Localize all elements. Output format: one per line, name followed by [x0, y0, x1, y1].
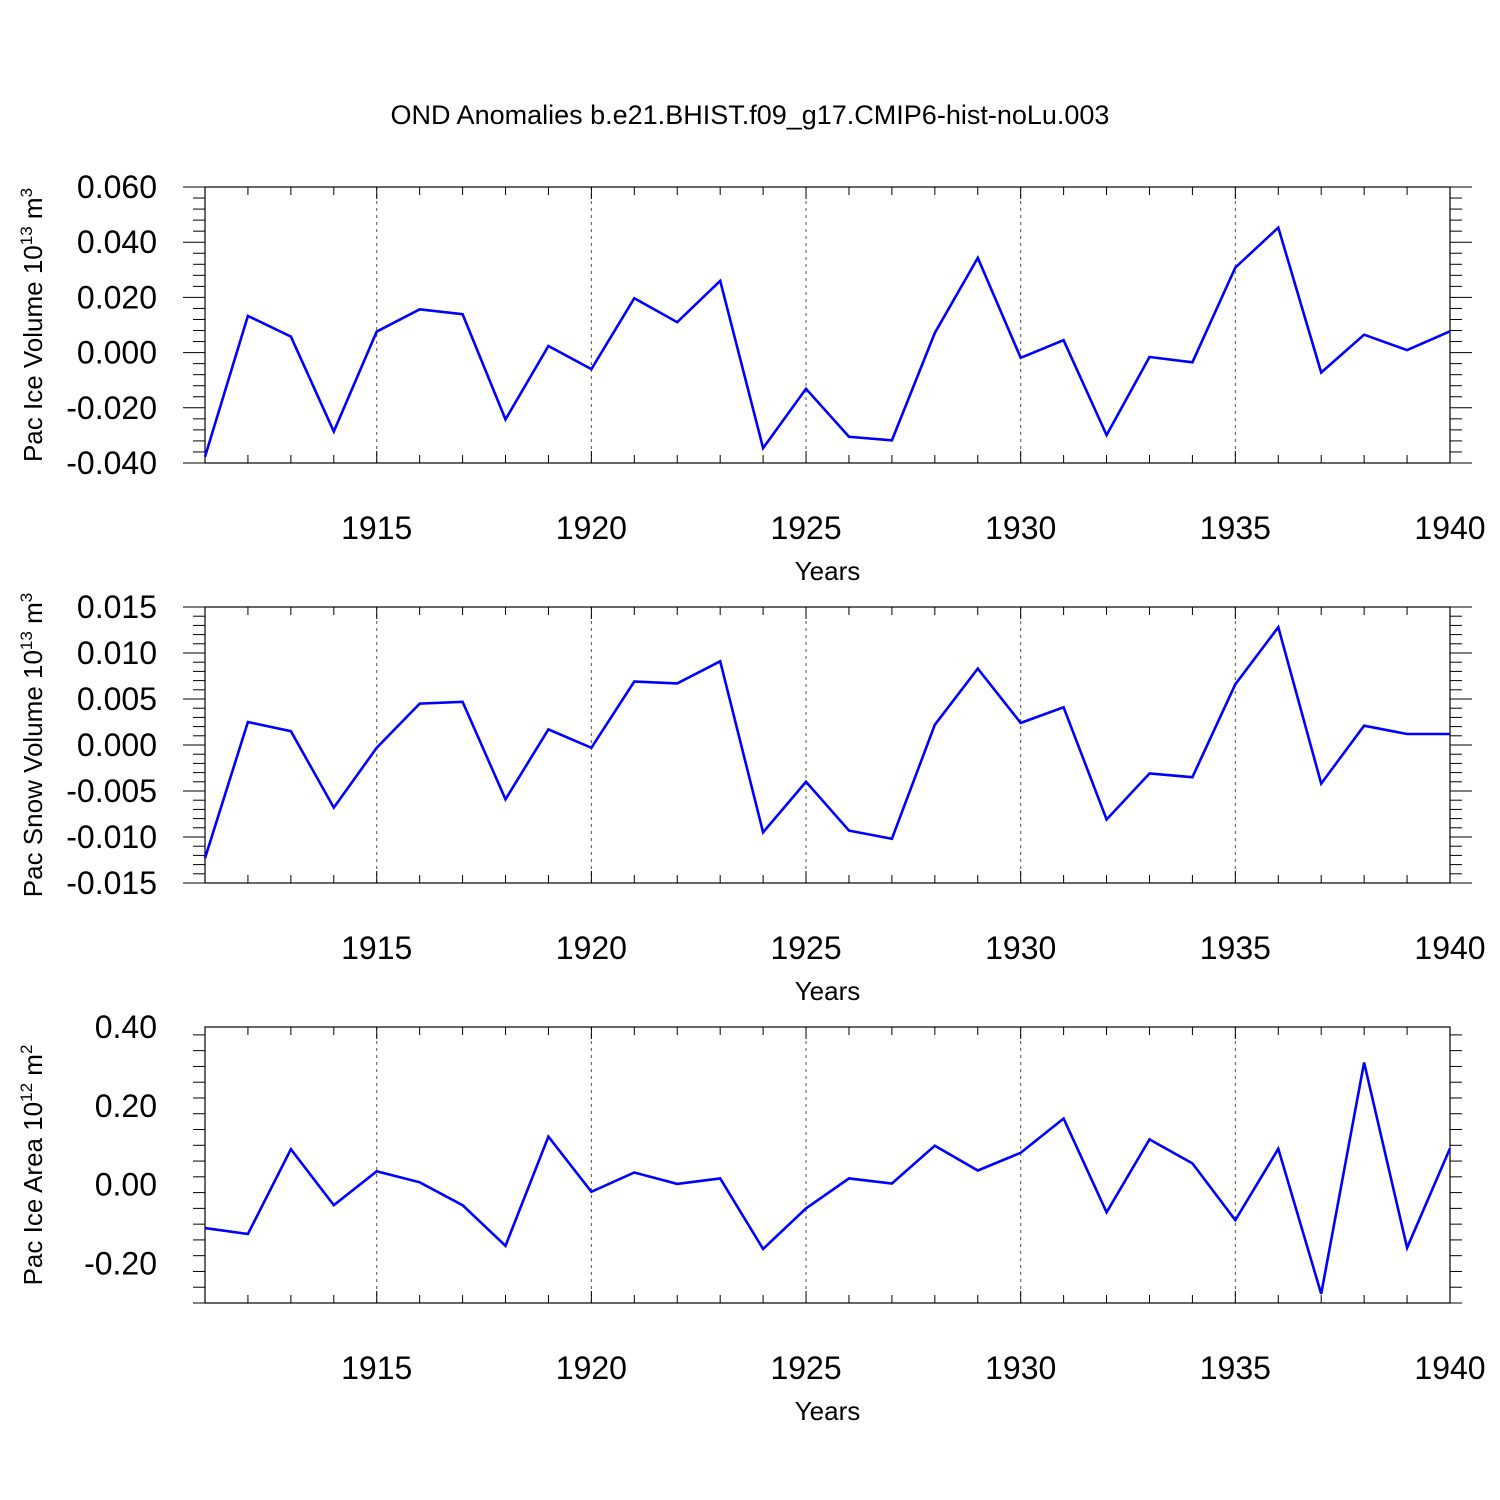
y-axis-title: Pac Ice Volume 1013 m3 — [17, 188, 48, 462]
y-axis-title-text: Pac Snow Volume 10 — [18, 650, 48, 897]
panel-ice-volume: -0.040 -0.020 0.000 0.020 0.040 0.060 1915 1920… — [17, 169, 1486, 586]
y-tick-label: 0.040 — [77, 224, 157, 260]
x-tick-label: 1930 — [985, 930, 1056, 966]
y-tick-label: 0.40 — [95, 1009, 157, 1045]
y-axis-title-unit: m — [18, 1054, 48, 1083]
panel-ice-area: -0.20 0.00 0.20 0.40 1915 1920 1925 1930 1935 194… — [17, 1009, 1486, 1426]
x-tick-label: 1915 — [341, 1350, 412, 1386]
x-tick-label: 1935 — [1200, 930, 1271, 966]
y-axis-title-unit: m — [18, 602, 48, 631]
y-axis-title-sup1: 13 — [17, 631, 36, 650]
series-line-ice-volume — [203, 225, 1451, 458]
y-axis-title: Pac Snow Volume 1013 m3 — [17, 593, 48, 897]
x-tick-label: 1935 — [1200, 510, 1271, 546]
plot-frame — [204, 606, 1451, 884]
x-tick-label: 1940 — [1414, 1350, 1485, 1386]
x-tick-label: 1940 — [1414, 930, 1485, 966]
y-tick-label: 0.005 — [77, 681, 157, 717]
x-axis-title: Years — [795, 976, 861, 1006]
y-tick-label: -0.005 — [66, 773, 157, 809]
x-tick-label: 1920 — [556, 1350, 627, 1386]
x-tick-label: 1930 — [985, 510, 1056, 546]
plot-frame — [204, 1026, 1451, 1304]
y-tick-label: -0.010 — [66, 819, 157, 855]
plot-frame — [204, 186, 1451, 464]
x-tick-label: 1915 — [341, 510, 412, 546]
x-tick-label: 1925 — [770, 510, 841, 546]
series-line-ice-area — [204, 1062, 1452, 1295]
panel-snow-volume: -0.015 -0.010 -0.005 0.000 0.005 0.010 0.015 19… — [17, 589, 1486, 1006]
y-tick-label: 0.015 — [77, 589, 157, 625]
y-axis-title-sup2: 3 — [17, 188, 36, 197]
y-tick-label: 0.010 — [77, 635, 157, 671]
x-tick-label: 1915 — [341, 930, 412, 966]
x-tick-label: 1920 — [556, 930, 627, 966]
series-line-snow-volume — [203, 624, 1450, 859]
y-tick-label: 0.020 — [77, 279, 157, 315]
x-axis-title: Years — [795, 556, 861, 586]
x-axis-title: Years — [795, 1396, 861, 1426]
y-tick-label: 0.20 — [95, 1088, 157, 1124]
y-tick-label: -0.20 — [84, 1246, 157, 1282]
x-tick-label: 1925 — [770, 1350, 841, 1386]
y-axis-title: Pac Ice Area 1012 m2 — [17, 1045, 48, 1286]
y-tick-label: -0.020 — [66, 390, 157, 426]
y-axis-title-sup2: 3 — [17, 593, 36, 602]
x-tick-label: 1940 — [1414, 510, 1485, 546]
y-axis-title-sup1: 12 — [17, 1083, 36, 1102]
y-tick-label: 0.000 — [77, 335, 157, 371]
y-tick-label: 0.00 — [95, 1167, 157, 1203]
x-tick-label: 1920 — [556, 510, 627, 546]
y-tick-label: -0.015 — [66, 865, 157, 901]
x-tick-label: 1935 — [1200, 1350, 1271, 1386]
y-tick-label: 0.000 — [77, 727, 157, 763]
y-axis-title-text: Pac Ice Area 10 — [18, 1102, 48, 1286]
y-tick-label: -0.040 — [66, 445, 157, 481]
figure-title: OND Anomalies b.e21.BHIST.f09_g17.CMIP6-… — [391, 100, 1110, 130]
y-axis-title-unit: m — [18, 197, 48, 226]
y-axis-title-text: Pac Ice Volume 10 — [18, 245, 48, 462]
y-tick-label: 0.060 — [77, 169, 157, 205]
chart-panels: -0.040 -0.020 0.000 0.020 0.040 0.060 1915 1920… — [17, 169, 1486, 1426]
y-axis-title-sup1: 13 — [17, 226, 36, 245]
x-tick-label: 1925 — [770, 930, 841, 966]
y-axis-title-sup2: 2 — [17, 1045, 36, 1054]
x-tick-label: 1930 — [985, 1350, 1056, 1386]
